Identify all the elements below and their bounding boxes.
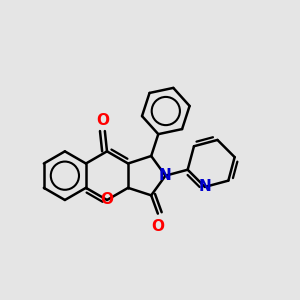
Text: O: O (151, 219, 164, 234)
Text: N: N (199, 179, 211, 194)
Text: O: O (96, 113, 109, 128)
Text: N: N (159, 168, 172, 183)
Text: O: O (100, 193, 113, 208)
